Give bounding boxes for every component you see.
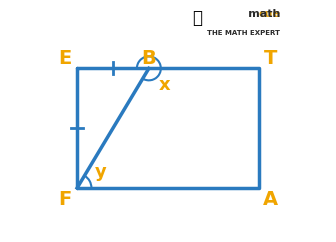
Text: THE MATH EXPERT: THE MATH EXPERT — [207, 30, 281, 36]
Text: math: math — [225, 8, 281, 19]
Text: B: B — [141, 49, 156, 68]
Text: cue: cue — [258, 8, 281, 19]
Text: A: A — [263, 190, 279, 209]
Text: F: F — [58, 190, 72, 209]
Text: y: y — [95, 163, 107, 182]
Text: E: E — [58, 49, 72, 68]
Text: 🚀: 🚀 — [192, 8, 202, 27]
Text: T: T — [264, 49, 278, 68]
Text: x: x — [159, 76, 170, 94]
